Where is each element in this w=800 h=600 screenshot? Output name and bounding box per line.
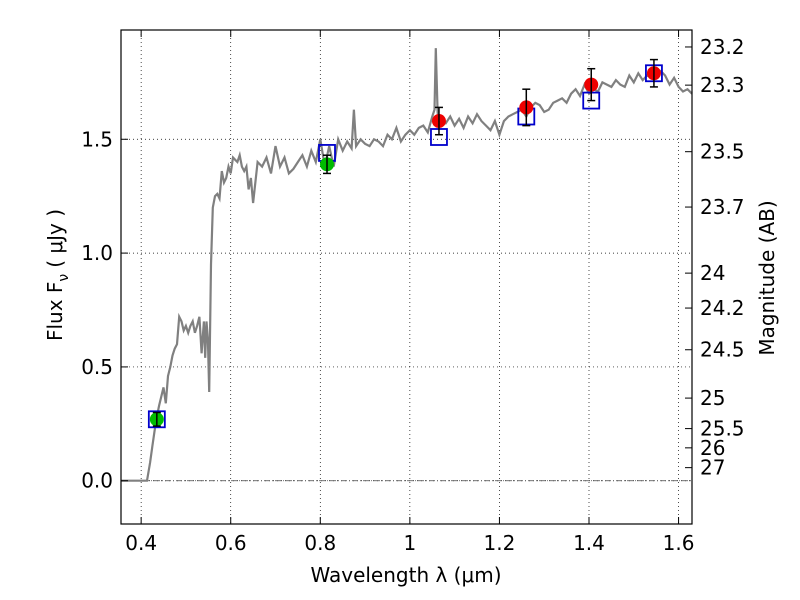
- magnitude-tick-label: 24.2: [700, 296, 745, 320]
- x-tick-label: 0.8: [304, 531, 336, 555]
- y-axis-label-unit: ( μJy ): [43, 209, 67, 268]
- y-axis-label-main: Flux F: [43, 282, 67, 341]
- axis-ticks: 0.4 0.6 0.8 1 1.2 1.4 1.6 0.0 0.5 1.0 1.5 23.2 23.3 2…: [81, 30, 745, 555]
- magnitude-tick-label: 23.7: [700, 195, 745, 219]
- y-tick-label: 0.0: [81, 469, 113, 493]
- magnitude-tick-label: 25.5: [700, 417, 745, 441]
- magnitude-tick-label: 23.2: [700, 35, 745, 59]
- magnitude-tick-label: 25: [700, 386, 725, 410]
- x-tick-label: 1.2: [484, 531, 516, 555]
- x-tick-label: 1.4: [573, 531, 605, 555]
- magnitude-tick-label: 23.3: [700, 73, 745, 97]
- magnitude-tick-label: 23.5: [700, 140, 745, 164]
- x-tick-label: 0.4: [125, 531, 157, 555]
- magnitude-tick-label: 24: [700, 261, 725, 285]
- y-axis-label: Flux Fν ( μJy ): [43, 209, 72, 341]
- y-tick-label: 1.0: [81, 241, 113, 265]
- x-tick-label: 1: [403, 531, 416, 555]
- magnitude-tick-label: 24.5: [700, 338, 745, 362]
- model-spectrum-line: [121, 48, 693, 482]
- magnitude-axis-label: Magnitude (AB): [755, 200, 779, 355]
- y-tick-label: 1.5: [81, 127, 113, 151]
- x-axis-label: Wavelength λ (μm): [310, 563, 501, 587]
- magnitude-tick-label: 27: [700, 456, 725, 480]
- x-tick-label: 1.6: [663, 531, 695, 555]
- grid-lines: [121, 30, 692, 524]
- model-photometry-square: [147, 410, 166, 429]
- x-tick-label: 0.6: [215, 531, 247, 555]
- magnitude-tick-label: 26: [700, 436, 725, 460]
- y-tick-label: 0.5: [81, 355, 113, 379]
- y-axis-label-sub: ν: [56, 274, 72, 282]
- data-marks: [147, 58, 663, 429]
- plot-frame: [120, 29, 693, 525]
